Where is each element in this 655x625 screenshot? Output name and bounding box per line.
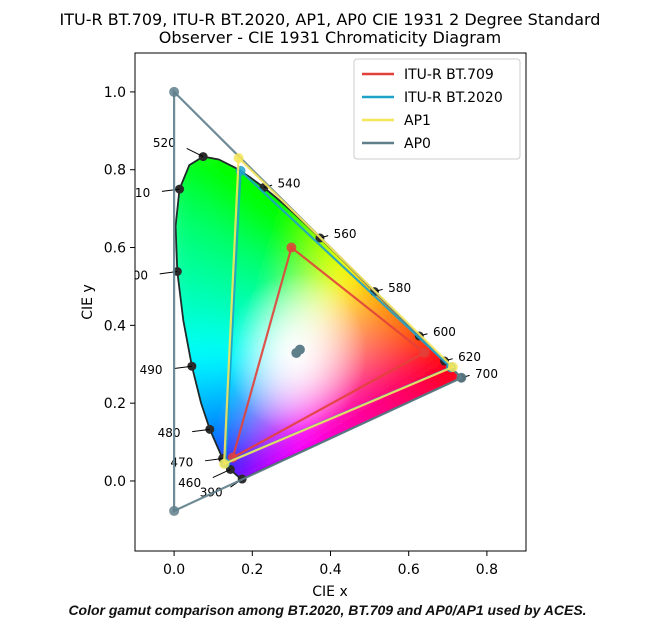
wavelength-label-510: 510 xyxy=(127,186,150,200)
wavelength-label-460: 460 xyxy=(178,476,201,490)
wavelength-leader-480 xyxy=(192,428,210,433)
x-axis-label: CIE x xyxy=(312,584,348,600)
wavelength-label-560: 560 xyxy=(334,227,357,241)
wavelength-leader-470 xyxy=(204,457,223,462)
y-axis: 0.0 0.2 0.4 0.6 0.8 1.0 xyxy=(104,85,135,490)
y-tick-label: 1.0 xyxy=(104,85,126,101)
gamut-vertex-ap0-2 xyxy=(169,505,180,516)
gamut-vertex-itu-r-bt-709-1 xyxy=(286,242,297,253)
figure-caption: Color gamut comparison among BT.2020, BT… xyxy=(68,602,587,618)
legend-label-ap1: AP1 xyxy=(404,113,431,129)
wavelength-label-600: 600 xyxy=(433,325,456,339)
x-tick-label: 0.0 xyxy=(163,562,185,578)
gamut-vertex-ap0-1 xyxy=(169,86,180,97)
gamut-triangles xyxy=(169,86,467,516)
wavelength-label-520: 520 xyxy=(153,136,176,150)
y-tick-label: 0.6 xyxy=(104,241,126,257)
gamut-vertex-ap1-0 xyxy=(447,361,458,372)
wavelength-label-470: 470 xyxy=(170,455,193,469)
wavelength-label-700: 700 xyxy=(475,367,498,381)
gamut-vertex-ap0-0 xyxy=(456,372,467,383)
y-axis-label: CIE y xyxy=(80,284,96,320)
x-tick-label: 0.8 xyxy=(476,562,498,578)
wavelength-label-580: 580 xyxy=(388,281,411,295)
whitepoint-1 xyxy=(294,344,305,355)
gamut-vertex-ap1-2 xyxy=(219,458,230,469)
y-tick-label: 0.2 xyxy=(104,396,126,412)
x-tick-label: 0.2 xyxy=(241,562,263,578)
wavelength-label-540: 540 xyxy=(278,177,301,191)
gamut-vertex-itu-r-bt-709-0 xyxy=(419,347,430,358)
y-tick-label: 0.4 xyxy=(104,318,126,334)
legend: ITU-R BT.709 ITU-R BT.2020 AP1 AP0 xyxy=(353,58,521,160)
wavelength-label-620: 620 xyxy=(458,350,481,364)
legend-label-ap0: AP0 xyxy=(404,136,431,152)
wavelength-label-480: 480 xyxy=(158,426,181,440)
wavelength-leader-460 xyxy=(212,468,231,479)
gamut-vertex-ap1-1 xyxy=(233,153,244,164)
chart-title-line-2: Observer - CIE 1931 Chromaticity Diagram xyxy=(159,28,501,47)
wavelength-leader-490 xyxy=(174,365,192,370)
x-axis: 0.0 0.2 0.4 0.6 0.8 xyxy=(163,551,498,578)
gamut-itu-r-bt-709 xyxy=(231,245,427,460)
chart-title-line-1: ITU-R BT.709, ITU-R BT.2020, AP1, AP0 CI… xyxy=(60,10,601,29)
legend-label-itu-r-bt-2020: ITU-R BT.2020 xyxy=(404,90,503,106)
wavelength-leader-520 xyxy=(186,147,204,158)
legend-label-itu-r-bt-709: ITU-R BT.709 xyxy=(404,67,494,83)
wavelength-label-490: 490 xyxy=(140,363,163,377)
y-tick-label: 0.8 xyxy=(104,163,126,179)
wavelength-leader-510 xyxy=(161,188,180,192)
x-tick-label: 0.4 xyxy=(319,562,341,578)
wavelength-label-500: 500 xyxy=(125,268,148,282)
y-tick-label: 0.0 xyxy=(104,474,126,490)
x-tick-label: 0.6 xyxy=(398,562,420,578)
gamut-ap1 xyxy=(222,155,455,466)
